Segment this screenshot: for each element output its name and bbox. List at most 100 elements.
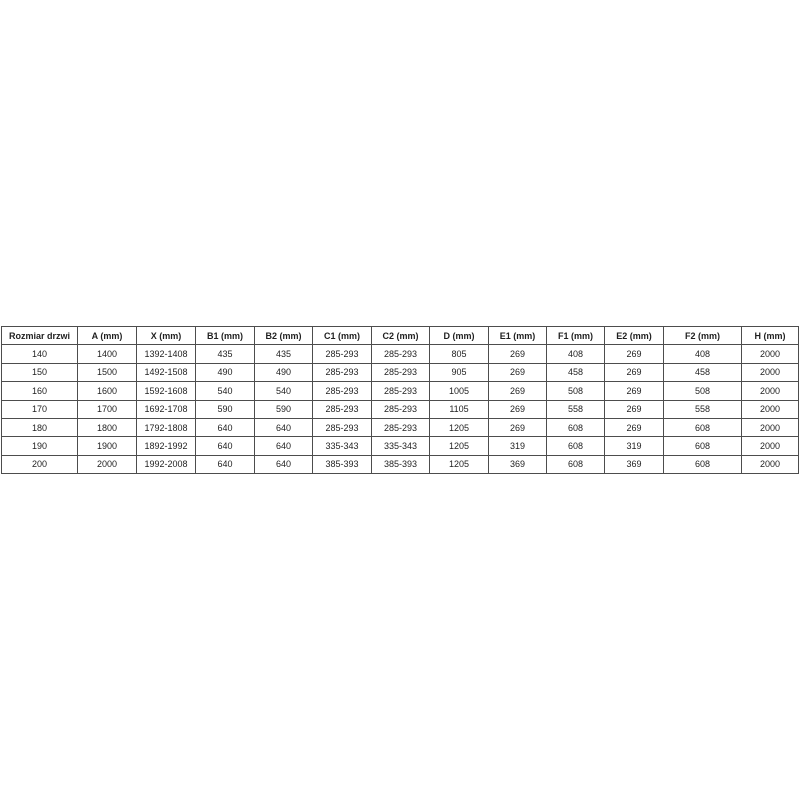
table-cell: 269 [604, 399, 664, 419]
table-cell: 1400 [77, 344, 137, 364]
table-cell: 285-293 [312, 344, 372, 364]
table-cell: 408 [546, 344, 605, 364]
table-cell: 2000 [741, 417, 799, 438]
table-cell: 435 [254, 344, 313, 364]
door-size-spec-table: Rozmiar drzwi A (mm) X (mm) B1 (mm) B2 (mm) C… [1, 325, 799, 475]
table-cell: 2000 [741, 454, 799, 475]
table-cell: 1205 [429, 417, 489, 438]
table-cell: 269 [604, 362, 664, 383]
column-header: C2 (mm) [371, 325, 430, 346]
table-cell: 408 [663, 344, 742, 364]
table-cell: 285-293 [312, 399, 372, 419]
table-cell: 269 [488, 399, 547, 419]
table-cell: 640 [254, 436, 313, 456]
table-cell: 905 [429, 362, 489, 383]
table-cell: 1692-1708 [136, 399, 196, 419]
column-header: F1 (mm) [546, 325, 605, 346]
table-cell: 180 [1, 417, 78, 438]
table-cell: 435 [195, 344, 255, 364]
column-header: H (mm) [741, 325, 799, 346]
table-cell: 1792-1808 [136, 417, 196, 438]
table-cell: 1800 [77, 417, 137, 438]
header-row: Rozmiar drzwi A (mm) X (mm) B1 (mm) B2 (mm) C… [1, 325, 799, 346]
table-cell: 269 [488, 417, 547, 438]
table-cell: 285-293 [371, 362, 430, 383]
table-cell: 508 [546, 381, 605, 401]
table-cell: 608 [663, 417, 742, 438]
table-cell: 558 [663, 399, 742, 419]
table-row: 190 1900 1892-1992 640 640 335-343 335-343 1205… [1, 436, 799, 456]
table-cell: 269 [488, 362, 547, 383]
table-cell: 369 [604, 454, 664, 475]
table-cell: 1205 [429, 454, 489, 475]
table-cell: 508 [663, 381, 742, 401]
table-cell: 150 [1, 362, 78, 383]
table-cell: 1700 [77, 399, 137, 419]
table-cell: 2000 [741, 381, 799, 401]
table-cell: 335-343 [312, 436, 372, 456]
table-cell: 285-293 [371, 399, 430, 419]
column-header: D (mm) [429, 325, 489, 346]
table-row: 150 1500 1492-1508 490 490 285-293 285-293 905 2… [1, 362, 799, 383]
table-cell: 1992-2008 [136, 454, 196, 475]
table-cell: 805 [429, 344, 489, 364]
table-cell: 608 [546, 417, 605, 438]
table-row: 200 2000 1992-2008 640 640 385-393 385-393 1205… [1, 454, 799, 475]
table-cell: 285-293 [371, 417, 430, 438]
table-cell: 1592-1608 [136, 381, 196, 401]
table-cell: 269 [604, 381, 664, 401]
table-cell: 640 [254, 417, 313, 438]
table-cell: 1492-1508 [136, 362, 196, 383]
column-header: A (mm) [77, 325, 137, 346]
table-cell: 385-393 [312, 454, 372, 475]
column-header: E1 (mm) [488, 325, 547, 346]
table-cell: 558 [546, 399, 605, 419]
table-row: 140 1400 1392-1408 435 435 285-293 285-293 805 2… [1, 344, 799, 364]
table-cell: 640 [195, 454, 255, 475]
table-cell: 1892-1992 [136, 436, 196, 456]
table-cell: 608 [546, 454, 605, 475]
column-header: C1 (mm) [312, 325, 372, 346]
column-header: Rozmiar drzwi [1, 325, 78, 346]
table-cell: 385-393 [371, 454, 430, 475]
column-header: F2 (mm) [663, 325, 742, 346]
table-cell: 269 [604, 344, 664, 364]
table-cell: 160 [1, 381, 78, 401]
table-cell: 285-293 [371, 344, 430, 364]
table-cell: 170 [1, 399, 78, 419]
table-cell: 540 [195, 381, 255, 401]
table-cell: 285-293 [312, 417, 372, 438]
table-cell: 2000 [741, 399, 799, 419]
table-cell: 200 [1, 454, 78, 475]
table-cell: 590 [254, 399, 313, 419]
table-cell: 640 [195, 436, 255, 456]
table-cell: 490 [254, 362, 313, 383]
table-cell: 269 [488, 381, 547, 401]
table-row: 180 1800 1792-1808 640 640 285-293 285-293 1205… [1, 417, 799, 438]
table-cell: 319 [604, 436, 664, 456]
table-cell: 490 [195, 362, 255, 383]
table-cell: 1392-1408 [136, 344, 196, 364]
table-cell: 1205 [429, 436, 489, 456]
table-cell: 458 [663, 362, 742, 383]
table-cell: 269 [604, 417, 664, 438]
column-header: E2 (mm) [604, 325, 664, 346]
table-cell: 1900 [77, 436, 137, 456]
column-header: X (mm) [136, 325, 196, 346]
table-cell: 2000 [741, 436, 799, 456]
table-cell: 640 [254, 454, 313, 475]
table-cell: 540 [254, 381, 313, 401]
table-cell: 285-293 [371, 381, 430, 401]
table-cell: 1105 [429, 399, 489, 419]
table-cell: 1500 [77, 362, 137, 383]
table-cell: 1600 [77, 381, 137, 401]
table-cell: 369 [488, 454, 547, 475]
table-cell: 269 [488, 344, 547, 364]
table-body: 140 1400 1392-1408 435 435 285-293 285-293 805 2… [1, 344, 799, 475]
table-cell: 608 [546, 436, 605, 456]
column-header: B1 (mm) [195, 325, 255, 346]
table-cell: 140 [1, 344, 78, 364]
table-cell: 319 [488, 436, 547, 456]
table-cell: 190 [1, 436, 78, 456]
